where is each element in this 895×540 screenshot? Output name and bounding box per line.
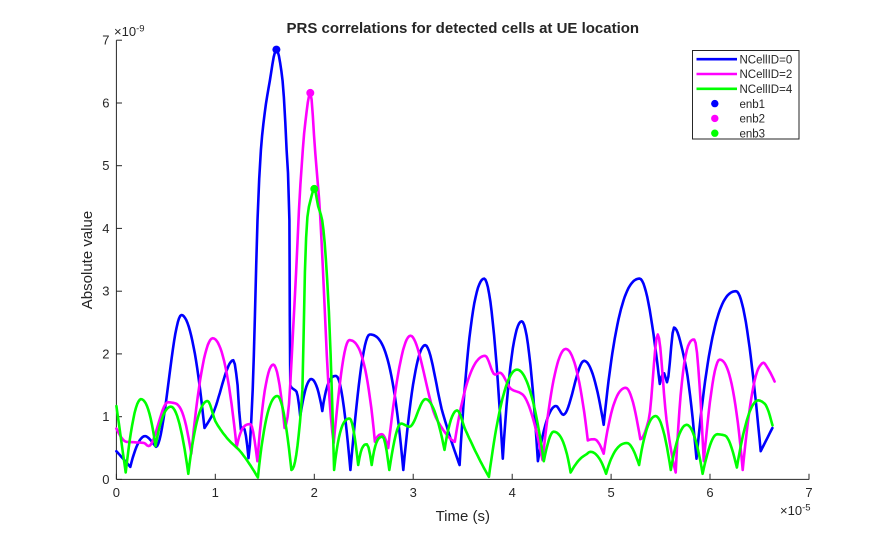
svg-text:5: 5	[102, 158, 109, 173]
svg-text:enb1: enb1	[740, 99, 766, 111]
svg-text:7: 7	[102, 33, 109, 48]
svg-text:1: 1	[212, 485, 219, 500]
svg-text:6: 6	[102, 95, 109, 110]
svg-text:4: 4	[509, 485, 516, 500]
svg-text:3: 3	[102, 284, 109, 299]
svg-text:3: 3	[410, 485, 417, 500]
svg-text:Time (s): Time (s)	[436, 508, 490, 525]
svg-text:7: 7	[805, 485, 812, 500]
svg-text:enb3: enb3	[740, 128, 766, 140]
svg-text:NCellID=0: NCellID=0	[740, 54, 793, 66]
svg-text:2: 2	[102, 346, 109, 361]
svg-text:1: 1	[102, 409, 109, 424]
svg-text:0: 0	[113, 485, 120, 500]
svg-text:4: 4	[102, 221, 109, 236]
svg-text:2: 2	[311, 485, 318, 500]
svg-text:6: 6	[706, 485, 713, 500]
svg-text:NCellID=2: NCellID=2	[740, 69, 793, 81]
svg-text:enb2: enb2	[740, 114, 766, 126]
svg-text:0: 0	[102, 472, 109, 487]
svg-text:PRS correlations for detected: PRS correlations for detected cells at U…	[286, 20, 639, 37]
svg-text:5: 5	[607, 485, 614, 500]
svg-text:Absolute value: Absolute value	[79, 211, 96, 309]
svg-text:NCellID=4: NCellID=4	[740, 84, 793, 96]
